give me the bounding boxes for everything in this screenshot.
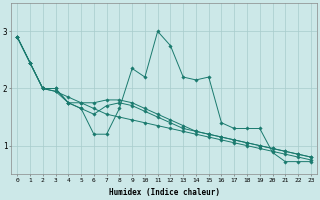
- X-axis label: Humidex (Indice chaleur): Humidex (Indice chaleur): [108, 188, 220, 197]
